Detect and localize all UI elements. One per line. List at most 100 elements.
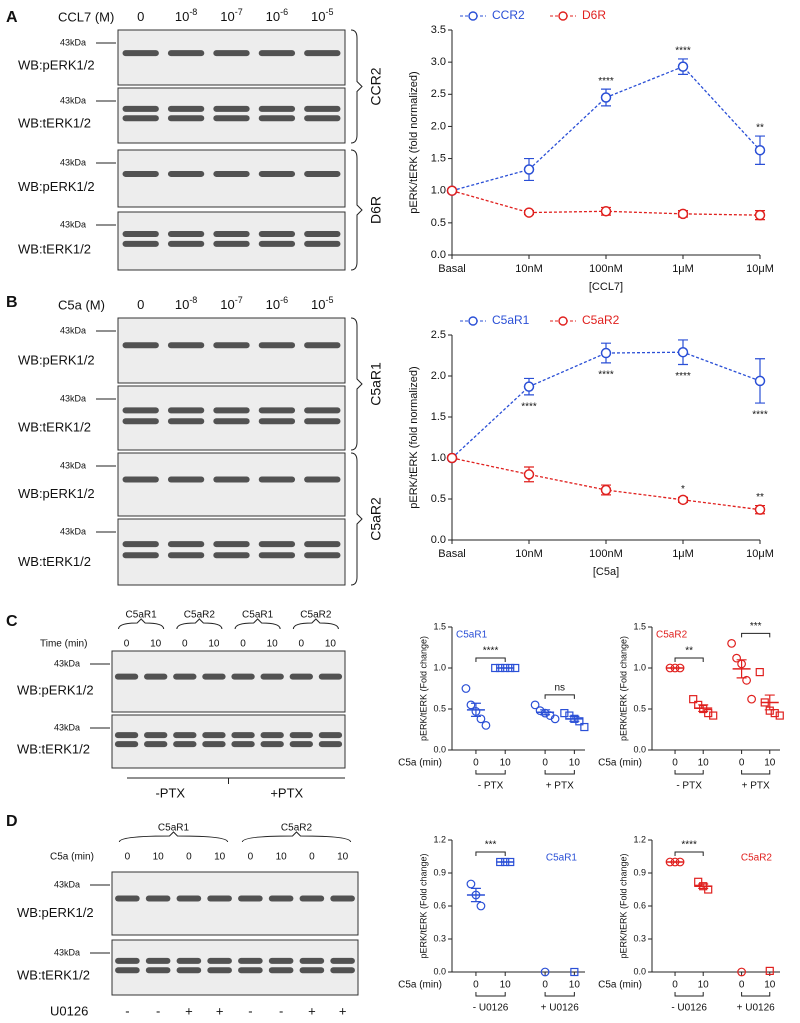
inhibitor-sign: +	[216, 1003, 224, 1018]
blot-band	[258, 240, 296, 247]
group-bracket	[741, 770, 771, 775]
blot-strip	[117, 149, 346, 208]
x-tick-label: 1μM	[672, 263, 694, 275]
x-tick-label: 10nM	[515, 263, 543, 275]
blot-band	[122, 407, 159, 414]
group-label: C5aR2	[368, 497, 384, 541]
lane-base: 10	[311, 297, 325, 312]
y-tick-label: 1.5	[633, 621, 646, 631]
x-tick-label: 0	[473, 758, 479, 769]
blot-band	[304, 105, 341, 112]
group-bracket	[350, 317, 363, 451]
blot-band	[114, 732, 139, 739]
treatment-label: CCL7 (M)	[58, 9, 114, 24]
group-bracket	[350, 149, 363, 271]
header-brace	[176, 618, 223, 630]
data-point	[540, 967, 550, 977]
group-bracket	[475, 992, 506, 997]
lane-label: 0	[137, 297, 144, 312]
y-tick-label: 1.5	[431, 152, 446, 164]
group-label: + PTX	[546, 781, 574, 792]
data-point	[732, 653, 741, 663]
blot-band	[289, 741, 313, 748]
error-bar	[470, 702, 481, 717]
data-point	[523, 381, 535, 392]
lane-label: 10-7	[220, 7, 242, 24]
x-tick-label: 0	[542, 758, 548, 769]
y-tick-label: 0.3	[633, 933, 646, 943]
blot-band	[330, 895, 355, 902]
blot-band	[299, 957, 325, 964]
western-blot-label: WB:pERK1/2	[17, 905, 94, 920]
x-tick-label: 10	[569, 758, 581, 769]
data-point	[580, 722, 589, 732]
y-tick-label: 0.0	[633, 744, 646, 754]
data-point	[600, 206, 612, 217]
marker-label: 43kDa	[54, 947, 80, 957]
western-blot-label: WB:tERK1/2	[17, 741, 90, 756]
blot-band	[304, 50, 341, 57]
chart-title: C5aR1	[456, 630, 488, 641]
x-tick-label: 0	[473, 980, 479, 991]
blot-band	[145, 895, 171, 902]
time-value: 10	[337, 852, 349, 863]
blot-band	[238, 957, 263, 964]
blot-band	[122, 552, 159, 559]
blot-band	[231, 673, 255, 680]
legend-marker	[468, 316, 478, 326]
data-point	[476, 714, 486, 724]
lane-exponent: -8	[189, 7, 197, 17]
blot-band	[145, 957, 171, 964]
y-tick-label: 2.5	[431, 329, 446, 341]
lane-base: 10	[311, 9, 325, 24]
inhibitor-label: U0126	[50, 1003, 88, 1018]
lane-label: 10-5	[311, 295, 333, 312]
panel-label: A	[6, 9, 18, 26]
y-tick-label: 0.5	[633, 703, 646, 713]
blot-band	[144, 673, 168, 680]
data-point	[689, 695, 698, 704]
blot-band	[167, 342, 205, 349]
blot-band	[115, 967, 140, 974]
data-point	[742, 675, 751, 685]
y-tick-label: 1.5	[431, 411, 446, 423]
marker-label: 43kDa	[60, 460, 86, 470]
header-brace	[292, 618, 339, 630]
lane-group-header: C5aR1	[126, 610, 158, 621]
data-point	[530, 700, 540, 710]
blot-band	[213, 240, 250, 247]
error-bar	[698, 704, 709, 713]
marker-label: 43kDa	[60, 526, 86, 536]
lane-base: 0	[137, 297, 144, 312]
y-tick-label: 1.2	[633, 834, 646, 844]
blot-band	[167, 541, 205, 548]
treatment-label: C5a (M)	[58, 297, 105, 312]
blot-band	[114, 673, 139, 680]
x-tick-label: 10nM	[515, 548, 543, 560]
significance-label: ****	[598, 76, 614, 87]
western-blot-label: WB:pERK1/2	[18, 486, 95, 501]
inhibitor-sign: -	[125, 1003, 129, 1018]
panel-label: C	[6, 613, 18, 630]
data-point	[481, 721, 491, 730]
blot-band	[304, 342, 341, 349]
group-label: + U0126	[541, 1003, 580, 1014]
blot-band	[260, 732, 284, 739]
western-blot-label: WB:pERK1/2	[18, 179, 95, 194]
significance-label: **	[756, 492, 764, 503]
significance-label: *	[681, 484, 685, 495]
data-point	[461, 684, 471, 693]
significance-label: ***	[750, 621, 762, 632]
group-bracket	[350, 452, 363, 586]
blot-band	[213, 231, 250, 238]
lane-exponent: -7	[235, 7, 243, 17]
y-tick-label: 3.0	[431, 56, 446, 68]
data-point	[466, 700, 476, 710]
header-brace	[241, 831, 352, 843]
blot-band	[213, 407, 250, 414]
x-tick-label: 10	[500, 758, 512, 769]
lane-label: 10-7	[220, 295, 242, 312]
x-axis-label: C5a (min)	[598, 980, 642, 991]
data-point	[754, 144, 766, 156]
lane-label: 10-8	[175, 7, 197, 24]
